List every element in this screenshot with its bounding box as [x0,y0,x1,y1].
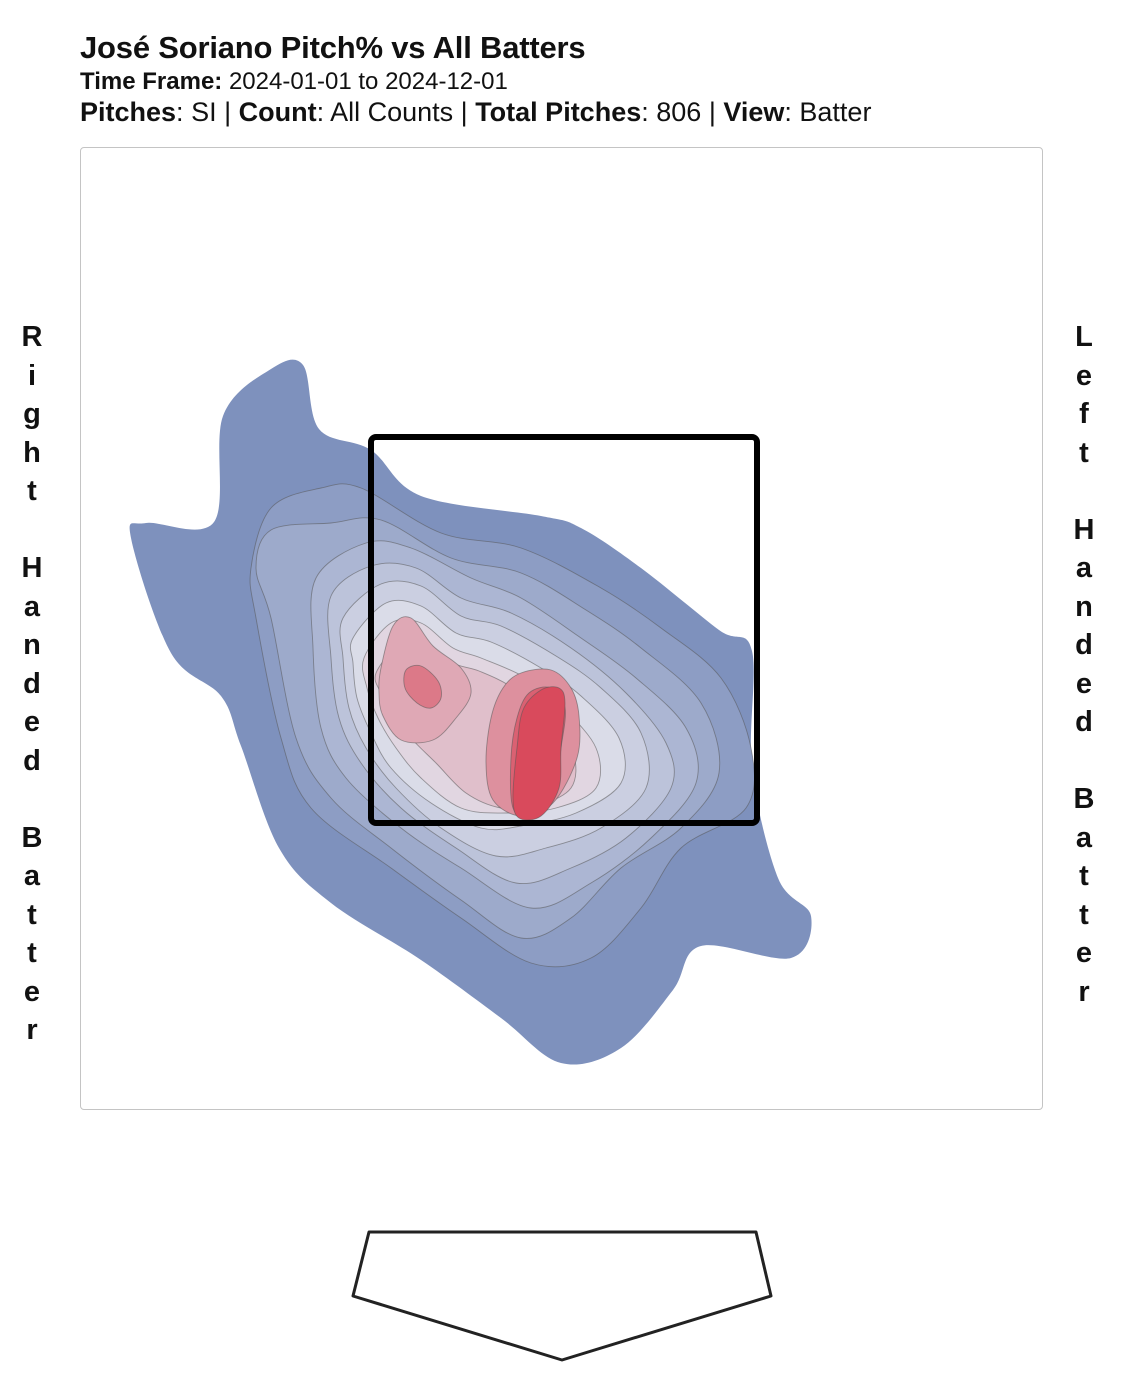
vertical-label-letter [1064,472,1104,511]
vertical-label-letter [12,780,52,819]
vertical-label-letter: a [23,860,41,892]
vertical-label-letter: e [1075,937,1093,969]
count-value: All Counts [330,97,454,127]
vertical-label-letter: d [23,744,41,777]
view-value: Batter [799,97,872,127]
vertical-label-letter [12,511,52,550]
vertical-label-letter: r [26,1014,38,1046]
vertical-label-letter: a [1075,821,1093,854]
vertical-label-letter: H [21,552,43,584]
vertical-label-letter: n [23,629,41,661]
vertical-label-letter: d [1075,706,1093,738]
pitch-density-heatmap [129,359,812,1065]
vertical-label-letter [1064,742,1104,781]
vertical-label-letter: e [23,706,41,738]
vertical-label-letter: d [1075,629,1093,661]
vertical-label-letter: e [1075,667,1093,700]
vertical-label-letter: f [1079,398,1089,430]
time-frame-label: Time Frame: [80,68,223,95]
strike-zone [368,434,760,826]
time-frame-line: Time Frame: 2024-01-01 to 2024-12-01 [80,68,508,96]
vertical-label-letter: B [21,821,43,854]
vertical-label-letter: i [27,359,37,392]
vertical-label-letter: L [1075,321,1093,353]
vertical-label-letter: t [1079,860,1089,892]
vertical-label-letter: e [1075,359,1093,392]
vertical-label-letter: R [21,321,43,353]
density-contour-level-14 [512,686,566,821]
vertical-label-letter: H [1073,513,1095,546]
vertical-label-letter: a [1075,552,1093,584]
vertical-label-letter: t [27,937,37,969]
pitches-label: Pitches [80,97,177,127]
time-frame-value: 2024-01-01 to 2024-12-01 [228,68,508,95]
vertical-label-letter: t [1079,436,1089,469]
pitches-value: SI [191,97,217,127]
view-label: View [723,97,785,127]
vertical-label-letter: h [23,436,41,469]
vertical-label-letter: g [23,398,41,430]
vertical-label-letter: r [1078,975,1090,1008]
density-contour-level-12 [403,664,442,709]
total-pitches-label: Total Pitches [475,97,642,127]
vertical-label-letter: d [23,667,41,700]
vertical-label-letter: a [23,590,41,623]
count-label: Count [238,97,317,127]
heatmap-plot-area [80,147,1043,1110]
home-plate-shape [351,1230,773,1362]
total-pitches-value: 806 [656,97,702,127]
vertical-label-letter: n [1075,590,1093,623]
vertical-label-letter: B [1073,783,1095,815]
home-plate [351,1230,773,1362]
vertical-label-letter: e [23,975,41,1008]
filter-line: Pitches: SI | Count: All Counts | Total … [80,97,872,127]
vertical-label-letter: t [1079,898,1089,931]
vertical-label-letter: t [27,898,37,931]
chart-title: José Soriano Pitch% vs All Batters [80,30,586,65]
vertical-label-letter: t [27,475,37,507]
